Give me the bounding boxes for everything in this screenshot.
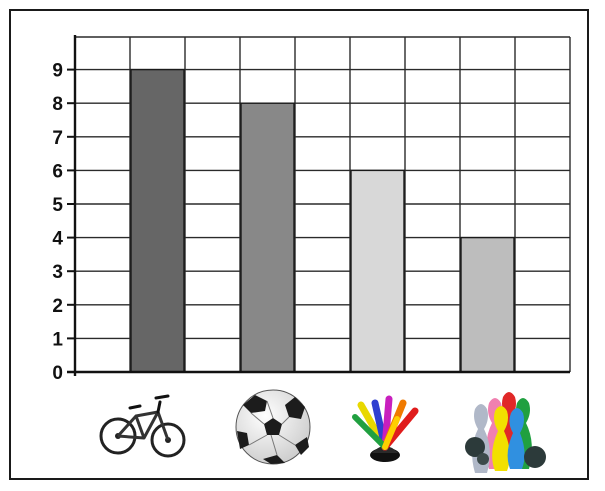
y-tick-labels: 0 1 2 3 4 5 6 7 8 9 — [52, 61, 75, 384]
axes — [67, 35, 570, 376]
y-tick-label: 4 — [52, 229, 63, 250]
y-tick-label: 7 — [52, 128, 63, 149]
bar-shuttlecock — [350, 169, 405, 373]
bar-bowling-pins — [460, 236, 515, 373]
soccer-ball-icon — [235, 389, 311, 465]
bar-bicycle — [130, 68, 185, 373]
y-tick-label: 8 — [52, 94, 63, 115]
bars — [130, 68, 515, 373]
y-tick-label: 5 — [52, 195, 63, 216]
shuttlecock-icon — [352, 395, 419, 462]
y-tick-label: 2 — [52, 296, 63, 317]
y-tick-label: 3 — [52, 262, 63, 283]
y-tick-label: 6 — [52, 161, 63, 182]
bar-soccer-ball — [240, 102, 295, 373]
y-tick-label: 0 — [52, 363, 63, 384]
bowling-pins-icon — [465, 392, 546, 473]
y-tick-label: 1 — [52, 329, 63, 350]
y-tick-label: 9 — [52, 61, 63, 82]
bicycle-icon — [99, 394, 186, 458]
